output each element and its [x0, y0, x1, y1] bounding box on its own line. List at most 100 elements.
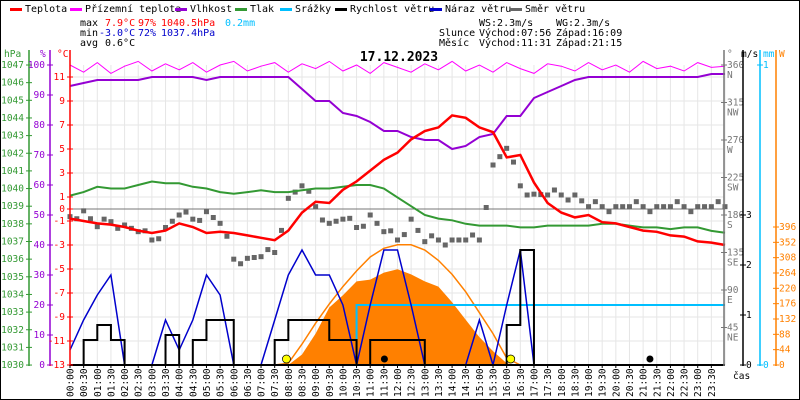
axes: hPa1047104610451044104310421041104010391… [1, 49, 796, 397]
x-tick-label: 22:00 [666, 368, 677, 397]
pressure-tick-label: 1042 [1, 148, 24, 159]
solar-tick-label: 0 [779, 360, 785, 371]
x-tick-label: 07:00 [257, 368, 268, 397]
x-tick-label: 19:30 [598, 368, 609, 397]
pressure-tick-label: 1036 [1, 254, 24, 265]
x-tick-label: 16:00 [502, 368, 513, 397]
wind-direction-point [565, 197, 571, 203]
solar-tick-label: 308 [779, 253, 796, 264]
wind-direction-point [504, 145, 510, 151]
wind-direction-point [579, 198, 585, 204]
stat-max-temp: 7.9°C [105, 18, 135, 29]
wind-direction-point [306, 188, 312, 194]
wind-direction-point [163, 225, 169, 230]
pressure-tick-label: 1041 [1, 166, 24, 177]
wind-direction-point [606, 209, 612, 215]
x-tick-label: 01:30 [106, 368, 117, 397]
x-tick-label: 06:00 [229, 368, 240, 397]
sunset-time: Západ:16:09 [556, 27, 622, 39]
wind-direction-point [224, 233, 230, 239]
wind-direction-point [681, 204, 687, 210]
wind-direction-point [545, 192, 551, 198]
wind-direction-point [674, 199, 680, 205]
x-tick-label: 05:30 [216, 368, 227, 397]
x-tick-label: 20:00 [611, 368, 622, 397]
temperature-tick-label: -1 [54, 216, 66, 227]
sun-label: Slunce [439, 28, 475, 39]
temperature-tick-label: -5 [54, 264, 65, 275]
pressure-tick-label: 1037 [1, 237, 24, 248]
wind-direction-point [210, 215, 216, 220]
stat-ws: WS:2.3m/s [479, 18, 533, 29]
wind-direction-point [620, 204, 626, 210]
wind-direction-point [463, 237, 469, 243]
solar-tick-label: 44 [779, 345, 791, 356]
wind-direction-point [531, 191, 537, 197]
legend-swatch [70, 8, 82, 11]
x-tick-label: 17:30 [543, 368, 554, 397]
wind-direction-point [524, 192, 530, 198]
temperature-tick-label: -13 [48, 360, 65, 371]
solar-tick-label: 264 [779, 268, 796, 279]
wind-direction-point [367, 212, 373, 218]
humidity-tick-label: 20 [34, 300, 46, 311]
x-tick-label: 21:00 [639, 368, 650, 397]
legend-label: Rychlost větru [350, 3, 434, 15]
wind-direction-point [354, 225, 360, 230]
direction-tick-label: NE [727, 333, 739, 344]
x-axis-label: čas [733, 371, 750, 382]
moonset-time: Západ:21:15 [556, 37, 622, 49]
x-tick-label: 21:30 [652, 368, 663, 397]
wind-direction-point [388, 228, 394, 234]
wind-direction-point [456, 237, 462, 243]
x-tick-label: 09:00 [311, 368, 322, 397]
legend-swatch [430, 8, 442, 11]
wind-direction-point [251, 255, 257, 260]
solar-radiation-area [70, 269, 725, 365]
wind-direction-point [81, 208, 87, 214]
wind-direction-point [449, 237, 455, 243]
wind-direction-point [476, 237, 482, 243]
pressure-tick-label: 1031 [1, 342, 24, 353]
direction-tick-label: 135 [727, 248, 744, 259]
wind-direction-point [626, 204, 632, 210]
legend-swatch [10, 8, 22, 11]
direction-tick-label: E [727, 295, 733, 306]
wind-direction-point [169, 218, 175, 224]
wind-direction-point [279, 227, 285, 233]
x-tick-label: 02:00 [120, 368, 131, 397]
direction-tick-label: 315 [727, 98, 744, 109]
direction-tick-label: S [727, 220, 733, 231]
wind-direction-point [176, 212, 182, 218]
legend-swatch [510, 8, 522, 11]
temperature-tick-label: -11 [48, 336, 65, 347]
temperature-tick-label: -9 [54, 312, 66, 323]
wind-direction-point [510, 159, 516, 165]
humidity-line [69, 73, 725, 151]
wind-direction-point [285, 195, 291, 201]
wind-direction-point [183, 209, 189, 215]
wind-direction-point [586, 204, 592, 210]
x-tick-label: 11:00 [366, 368, 377, 397]
legend-swatch [280, 8, 292, 11]
wind-speed-tick-label: 2 [746, 260, 752, 271]
pressure-tick-label: 1032 [1, 325, 24, 336]
stat-min-label: min [80, 28, 98, 39]
stat-min-press: 1037.4hPa [161, 28, 215, 39]
humidity-tick-label: 40 [34, 240, 46, 251]
wind-direction-point [572, 192, 578, 198]
x-tick-label: 19:00 [584, 368, 595, 397]
x-tick-label: 12:00 [393, 368, 404, 397]
wind-direction-point [661, 204, 667, 210]
x-tick-label: 23:30 [707, 368, 718, 397]
wind-direction-point [429, 233, 435, 239]
humidity-tick-label: 70 [34, 150, 46, 161]
wind-direction-point [333, 218, 339, 224]
stat-min-hum: 72% [138, 28, 156, 39]
wind-direction-point [517, 183, 523, 189]
pressure-tick-label: 1030 [1, 360, 24, 371]
wind-direction-point [149, 237, 155, 243]
pressure-tick-label: 1038 [1, 219, 24, 230]
legend-label: Teplota [25, 4, 67, 15]
x-tick-label: 13:30 [434, 368, 445, 397]
